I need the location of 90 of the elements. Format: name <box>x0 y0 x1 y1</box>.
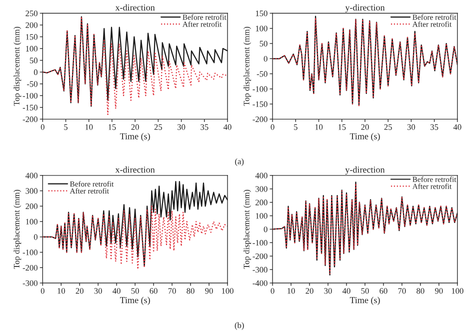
text: (a) <box>235 158 244 166</box>
x-tick-label: 60 <box>150 288 158 294</box>
x-tick-label: 50 <box>361 288 369 294</box>
chart-title: y-direction <box>345 4 385 12</box>
y-tick-label: -150 <box>252 101 268 107</box>
x-tick-label: 5 <box>294 124 298 130</box>
y-tick-label: 100 <box>256 26 268 32</box>
y-tick-label: 150 <box>26 34 38 40</box>
y-tick-label: 50 <box>260 40 268 46</box>
y-tick-label: -100 <box>22 250 38 256</box>
x-tick-label: 10 <box>85 124 93 130</box>
x-axis-title: Time (s) <box>350 132 380 142</box>
x-tick-label: 30 <box>324 288 332 294</box>
y-axis-title: Top displacement (mm) <box>14 190 22 269</box>
x-tick-label: 70 <box>398 288 406 294</box>
x-tick-label: 0 <box>270 124 274 130</box>
line-series <box>42 206 228 270</box>
y-tick-label: 150 <box>256 10 268 16</box>
y-tick-label: 0 <box>34 69 38 76</box>
y-tick-label: 0 <box>264 226 268 232</box>
y-tick-label: -50 <box>256 71 268 77</box>
x-tick-label: 20 <box>361 124 369 130</box>
chart-title: x-direction <box>115 166 155 173</box>
x-tick-label: 80 <box>186 288 194 294</box>
y-tick-label: 50 <box>30 58 38 64</box>
x-tick-label: 15 <box>108 124 116 130</box>
y-axis-title: Top displacement (mm) <box>243 26 252 106</box>
x-tick-label: 30 <box>94 288 102 294</box>
x-tick-label: 20 <box>76 288 84 294</box>
y-tick-label: 400 <box>25 172 38 178</box>
y-tick-label: -300 <box>22 280 38 286</box>
x-axis-title: Time (s) <box>120 132 150 142</box>
y-tick-label: 200 <box>256 200 268 206</box>
y-tick-label: 0 <box>34 234 38 240</box>
x-tick-label: 20 <box>306 288 314 294</box>
x-tick-label: 25 <box>384 124 392 130</box>
y-tick-label: 400 <box>255 172 268 178</box>
y-tick-label: -200 <box>252 116 268 122</box>
x-tick-label: 35 <box>430 124 438 130</box>
x-tick-label: 0 <box>40 288 44 294</box>
x-tick-label: 10 <box>58 288 65 294</box>
x-tick-label: 100 <box>222 288 234 294</box>
y-axis-title: Top displacement (mm) <box>14 26 22 106</box>
x-axis-title: Time (s) <box>350 296 380 305</box>
x-tick-label: 30 <box>178 124 186 130</box>
text: (b) <box>234 322 244 330</box>
y-tick-label: -200 <box>22 264 38 271</box>
y-tick-label: -50 <box>27 81 38 87</box>
y-tick-label: -100 <box>252 240 268 246</box>
x-tick-label: 15 <box>338 124 346 130</box>
x-tick-label: 40 <box>224 124 232 130</box>
x-tick-label: 20 <box>131 124 139 130</box>
y-tick-label: 100 <box>256 213 268 219</box>
x-tick-label: 40 <box>453 124 462 130</box>
y-tick-label: 200 <box>26 22 38 28</box>
y-tick-label: 200 <box>26 204 38 210</box>
x-tick-label: 60 <box>380 288 388 294</box>
x-tick-label: 40 <box>112 288 120 294</box>
y-tick-label: 100 <box>26 218 38 225</box>
y-tick-label: -100 <box>22 92 38 99</box>
y-tick-label: -150 <box>22 104 38 110</box>
y-axis-title: Top displacement (mm) <box>243 190 252 269</box>
x-tick-label: 0 <box>270 288 274 294</box>
y-tick-label: -200 <box>252 253 268 260</box>
y-tick-label: -300 <box>252 266 268 273</box>
x-tick-label: 0 <box>40 124 44 130</box>
x-tick-label: 10 <box>288 288 295 294</box>
y-tick-label: -100 <box>252 86 268 92</box>
y-tick-label: 250 <box>26 10 38 16</box>
x-tick-label: 30 <box>407 124 416 130</box>
x-tick-label: 90 <box>435 288 443 294</box>
y-tick-label: 300 <box>26 188 38 194</box>
y-tick-label: 300 <box>256 186 268 192</box>
x-tick-label: 40 <box>342 288 350 294</box>
x-tick-label: 90 <box>205 288 213 294</box>
y-tick-label: -400 <box>252 280 268 286</box>
x-tick-label: 10 <box>315 124 323 130</box>
chart-title: y-direction <box>345 166 385 175</box>
x-tick-label: 50 <box>131 288 139 294</box>
x-tick-label: 80 <box>416 288 424 294</box>
chart-title: x-direction <box>115 4 155 11</box>
y-tick-label: 0 <box>264 56 268 62</box>
x-tick-label: 100 <box>452 288 464 294</box>
x-tick-label: 35 <box>200 124 208 130</box>
y-tick-label: 100 <box>26 46 38 52</box>
x-tick-label: 5 <box>64 124 68 130</box>
x-axis-title: Time (s) <box>120 296 150 305</box>
x-tick-label: 25 <box>154 124 162 130</box>
y-tick-label: -200 <box>22 116 38 122</box>
x-tick-label: 70 <box>168 288 176 294</box>
